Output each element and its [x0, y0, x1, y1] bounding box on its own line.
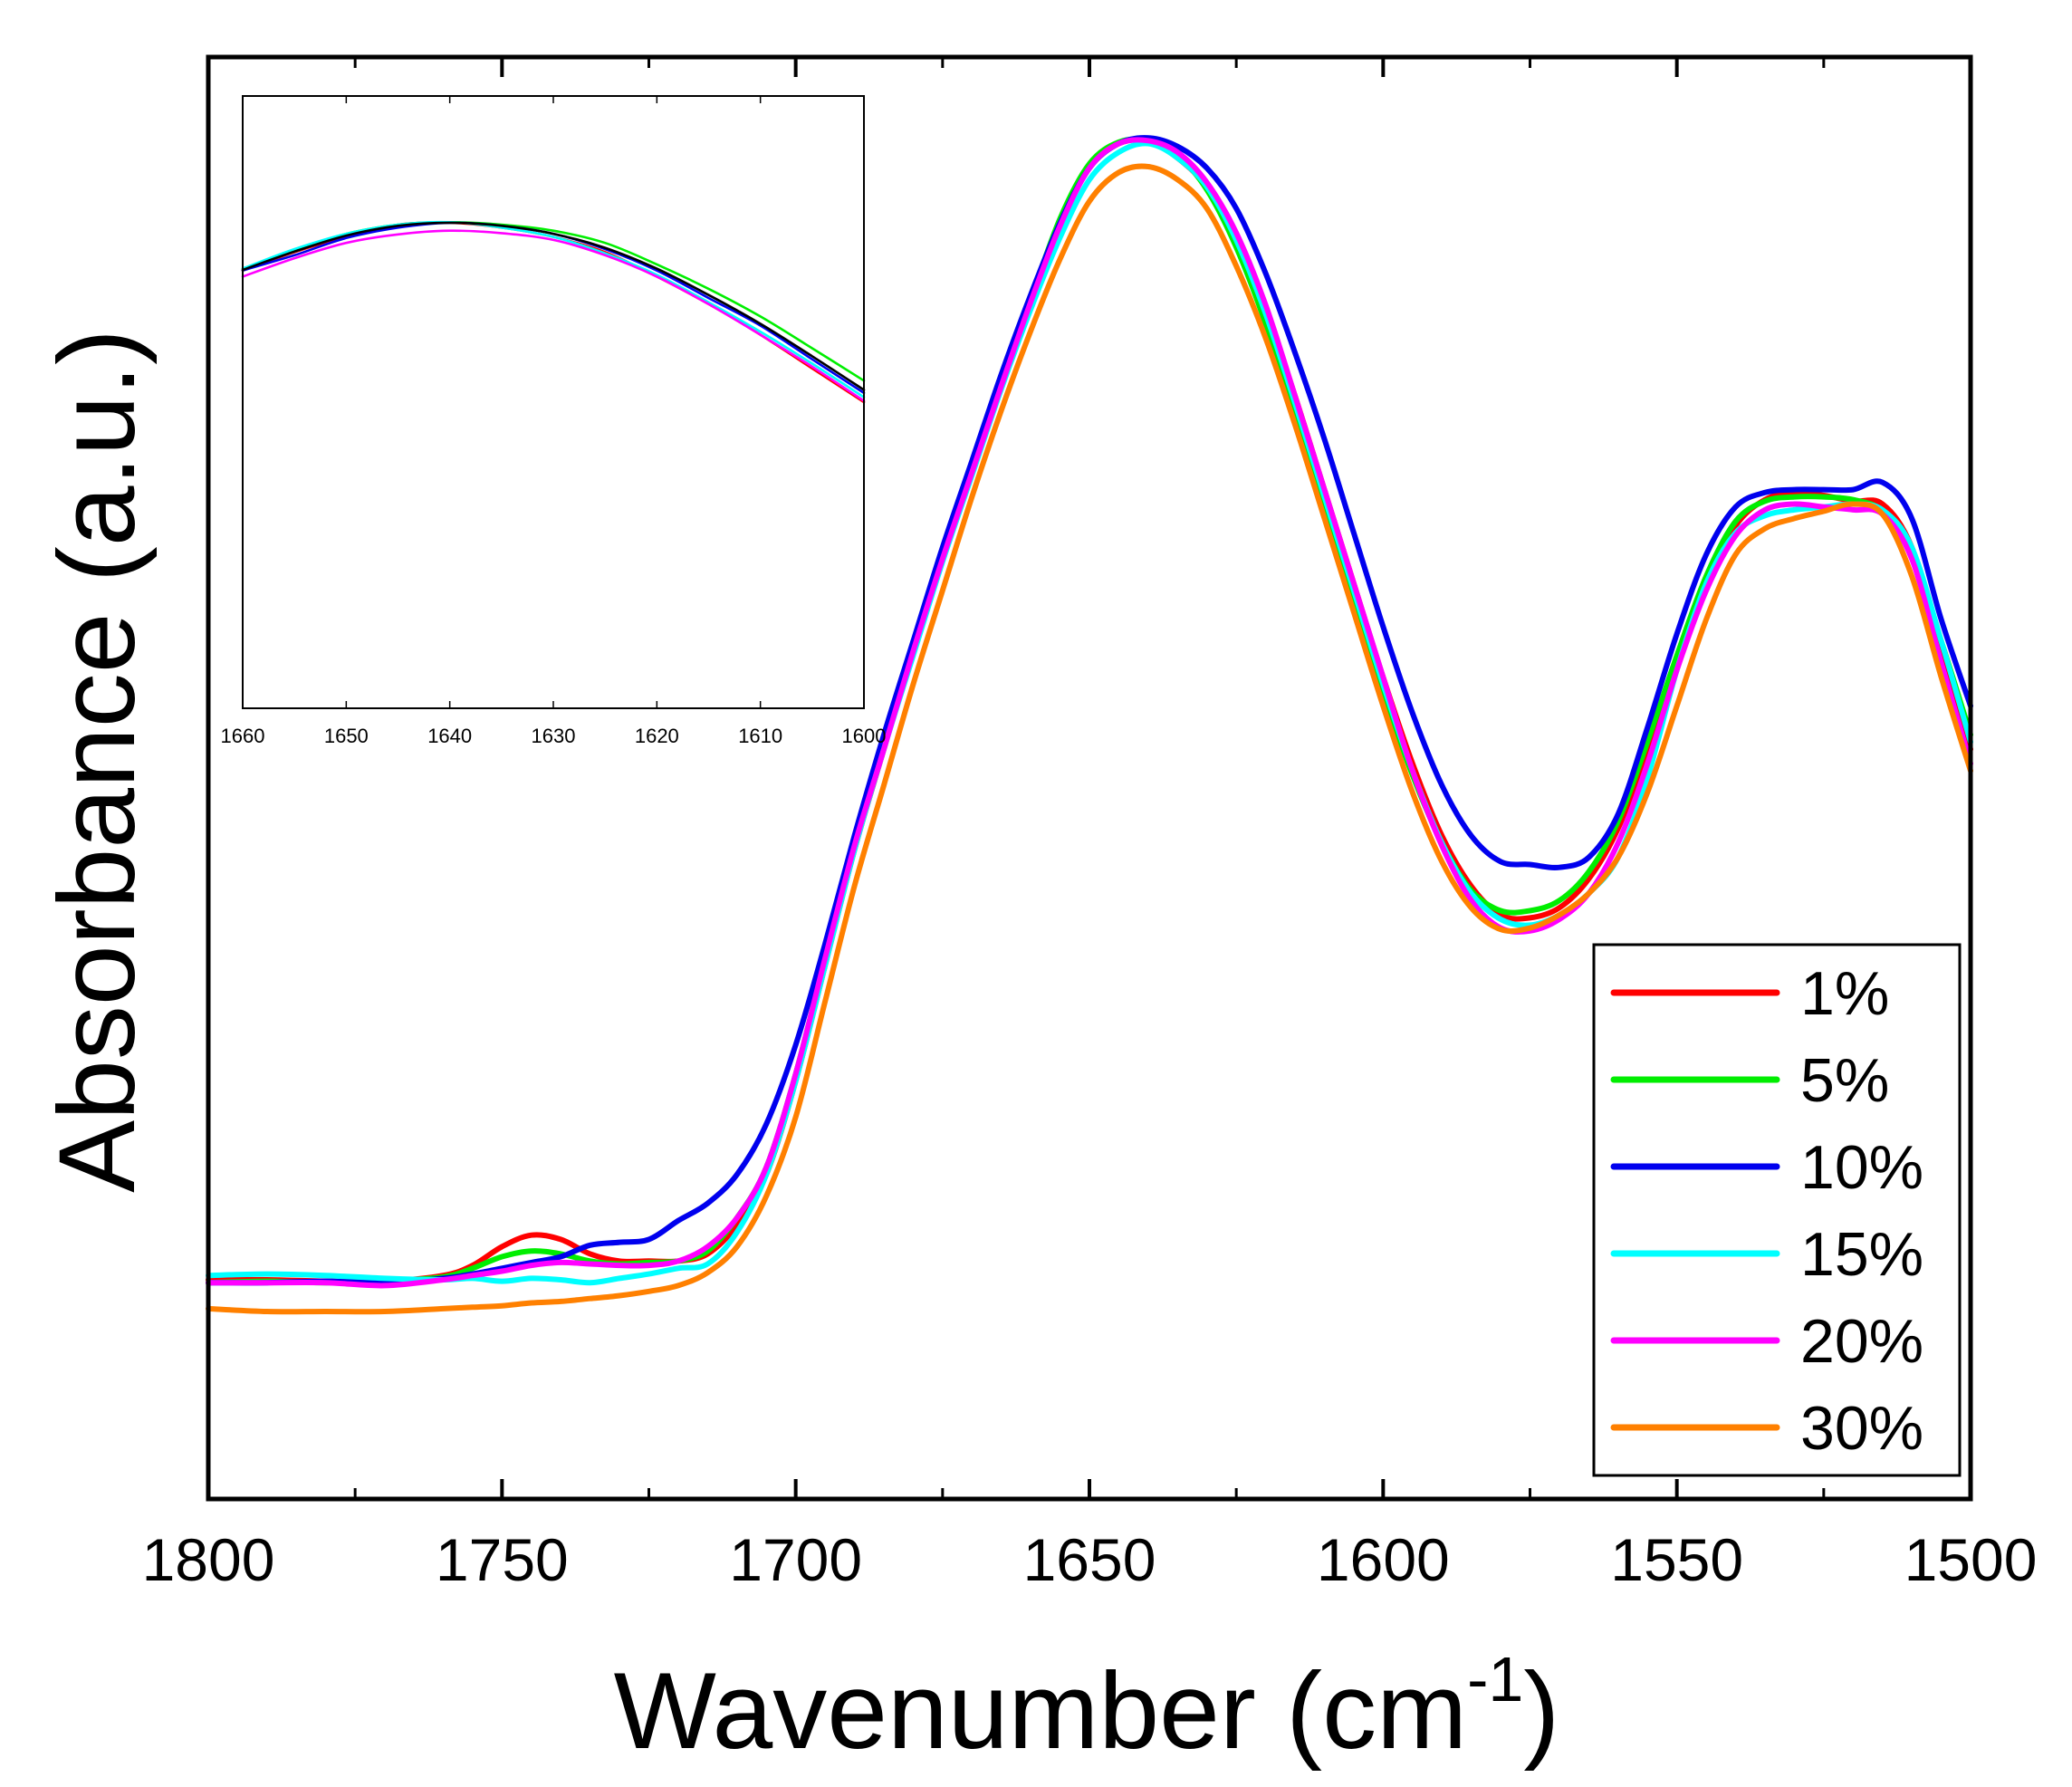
- inset-x-tick-label: 1640: [427, 725, 472, 747]
- legend-label-1pct: 1%: [1800, 959, 1889, 1028]
- legend-label-10pct: 10%: [1800, 1133, 1923, 1202]
- main-x-ticks: 1800 1750 1700 1650 1600 1550 1500: [142, 57, 2038, 1593]
- main-x-tick-label: 1600: [1317, 1526, 1450, 1593]
- inset-series-line-20pct: [241, 229, 866, 402]
- inset-x-ticks: 1660 1650 1640 1630 1620 1610 1600: [221, 96, 887, 747]
- inset-x-tick-label: 1660: [221, 725, 265, 747]
- inset-series-line-15pct: [241, 220, 866, 399]
- y-axis-title: Absorbance (a.u.): [36, 329, 158, 1193]
- x-axis-title-suffix: ): [1523, 1650, 1559, 1772]
- main-x-tick-label: 1700: [729, 1526, 862, 1593]
- inset-series-line-black: [241, 221, 866, 391]
- main-x-tick-label: 1650: [1023, 1526, 1156, 1593]
- main-x-tick-label: 1550: [1610, 1526, 1743, 1593]
- legend-label-30pct: 30%: [1800, 1394, 1923, 1463]
- inset-x-tick-label: 1600: [842, 725, 887, 747]
- inset-series-group: [241, 220, 866, 404]
- main-x-tick-label: 1500: [1904, 1526, 2038, 1593]
- legend-box: [1592, 943, 1962, 1477]
- main-series-line-10pct: [206, 135, 1973, 1286]
- inset-background: [243, 96, 864, 708]
- main-series-line-20pct: [206, 137, 1973, 1289]
- main-series-line-30pct: [206, 163, 1973, 1315]
- legend-items: 1% 5% 10% 15% 20% 30%: [1610, 959, 1923, 1463]
- legend: 1% 5% 10% 15% 20% 30%: [1592, 943, 1962, 1477]
- x-axis-title-superscript: -1: [1467, 1644, 1523, 1715]
- main-x-tick-label: 1750: [436, 1526, 569, 1593]
- legend-label-5pct: 5%: [1800, 1046, 1889, 1115]
- inset-x-tick-label: 1610: [738, 725, 782, 747]
- x-axis-title: Wavenumber (cm-1): [614, 1644, 1560, 1772]
- inset-x-tick-label: 1630: [532, 725, 576, 747]
- main-x-tick-label: 1800: [142, 1526, 275, 1593]
- inset-x-tick-label: 1620: [635, 725, 679, 747]
- legend-label-15pct: 15%: [1800, 1220, 1923, 1289]
- main-series-group: [206, 135, 1973, 1315]
- legend-label-20pct: 20%: [1800, 1307, 1923, 1376]
- inset-x-tick-label: 1650: [324, 725, 369, 747]
- x-axis-title-main: Wavenumber (cm: [614, 1650, 1467, 1772]
